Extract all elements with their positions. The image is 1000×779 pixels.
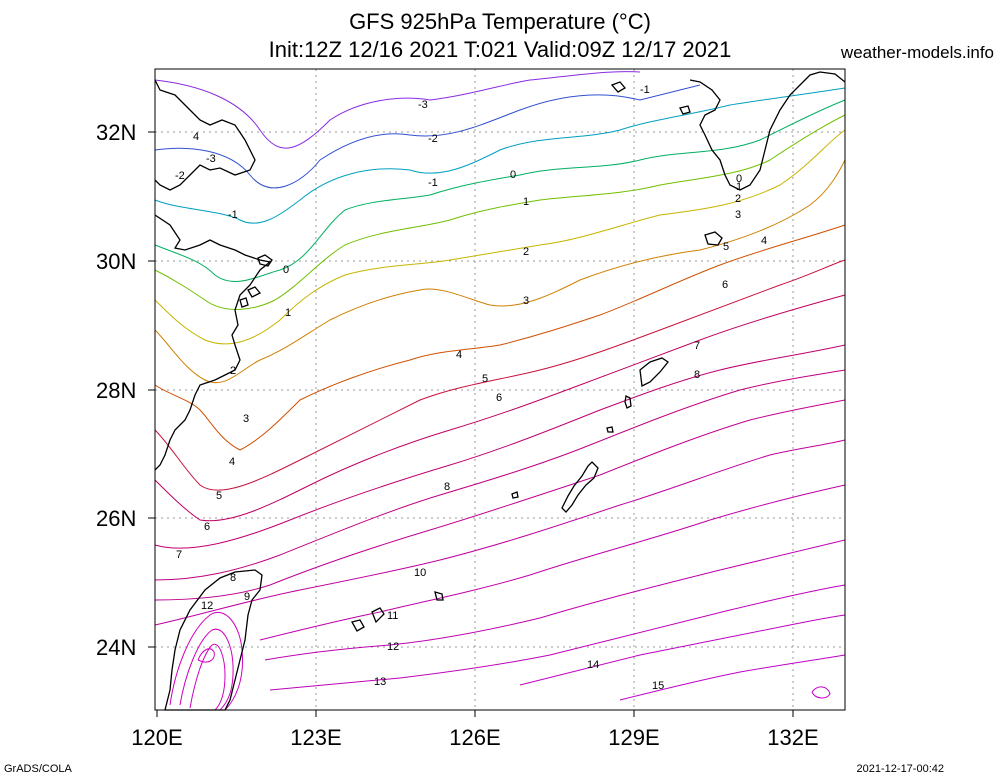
contour-label: -3 [418,99,428,111]
contour-label: 6 [496,392,502,404]
isotherm--3 [154,71,641,149]
okinoerabu [606,426,614,433]
contour-label: 8 [444,481,450,493]
contour-label: 7 [176,549,182,561]
isotherm-12 [264,539,846,661]
jeju-kyushu [689,71,846,191]
contour-label: 15 [652,680,664,692]
contour-label: 4 [193,131,199,143]
isotherm-0 [154,99,846,282]
lat-label: 28N [96,378,136,403]
contour-label: 0 [283,264,289,276]
isotherm-10 [154,439,846,626]
contour-label: 4 [229,456,235,468]
contour-label: 0 [736,173,742,185]
isotherm-8 [154,369,846,581]
contour-label: 4 [456,349,462,361]
coastlines [154,71,846,711]
contour-label: 5 [482,373,488,385]
chart-title: GFS 925hPa Temperature (°C) [349,9,651,34]
isotherm-3 [154,159,846,384]
contour-label: 7 [694,340,700,352]
contour-label: 8 [230,572,236,584]
okinawa [561,461,599,513]
isotherm-4 [154,224,846,451]
map-grid [155,69,845,710]
isotherm-6 [154,294,846,522]
generated-timestamp: 2021-12-17-00:42 [856,763,944,775]
lat-label: 32N [96,120,136,145]
lat-label: 26N [96,506,136,531]
site-credit: weather-models.info [840,43,994,62]
lat-label: 24N [96,635,136,660]
contour-label: 2 [523,246,529,258]
contour-label: 10 [414,567,426,579]
lat-label: 30N [96,249,136,274]
lon-label: 123E [290,725,341,750]
contour-label: 5 [723,241,729,253]
chart-subtitle: Init:12Z 12/16 2021 T:021 Valid:09Z 12/1… [268,37,732,62]
isotherm-7 [154,344,846,549]
contour-label: 3 [523,295,529,307]
small-warm-core [811,686,831,699]
contour-label: 14 [587,659,599,671]
contour-label: 6 [722,279,728,291]
contour-label: 11 [387,610,398,622]
contour-label: 2 [230,365,236,377]
isotherm-1 [154,114,846,310]
isotherm-11 [259,484,846,641]
isotherm-9 [154,399,846,601]
contour-label: 1 [523,196,529,208]
isotherm-2 [154,129,846,345]
isotherm-5 [154,259,846,491]
yaeyama-islands [351,607,385,632]
zhoushan-islands [239,254,273,308]
lon-label: 129E [608,725,659,750]
china-coast [154,79,272,471]
lon-label: 120E [131,725,182,750]
contour-label: 5 [216,490,222,502]
contour-label: -1 [428,177,438,189]
isotherm-13 [269,584,846,691]
contour-label: 9 [244,591,250,603]
isotherm-14 [519,614,846,686]
latitude-labels: 32N 30N 28N 26N 24N [96,120,136,660]
contour-label: 1 [736,181,742,193]
isotherm--1 [154,87,846,224]
taiwan-isotherms [169,612,244,711]
isotherm--2 [154,84,701,189]
contour-label: -2 [428,133,438,145]
contour-label: -1 [640,84,650,96]
isotherm-15 [619,654,846,701]
contour-label: 6 [204,521,210,533]
amami-oshima [639,357,669,387]
isotherm-lines [154,71,846,711]
contour-label: 8 [694,369,700,381]
contour-label: 3 [735,209,741,221]
contour-label: 4 [761,235,767,247]
longitude-labels: 120E 123E 126E 129E 132E [131,725,818,750]
contour-label: -1 [228,209,238,221]
contour-label: -3 [206,153,216,165]
contour-label: -2 [175,170,185,182]
contour-label: 1 [285,307,291,319]
contour-label: 3 [243,413,249,425]
contour-label: 12 [201,600,213,612]
kyushu-south-islands [610,81,691,115]
contour-label: 13 [374,676,386,688]
contour-label: 2 [735,193,741,205]
axis-ticks [148,131,794,717]
lon-label: 132E [767,725,818,750]
lon-label: 126E [449,725,500,750]
software-credit: GrADS/COLA [4,763,72,775]
tokunoshima [624,395,632,409]
tanegashima [704,231,723,246]
contour-label: 0 [510,169,516,181]
kume-island [511,491,519,499]
contour-labels: -3 -2 -1 0 1 2 3 4 5 6 8 10 11 12 13 14 … [175,84,767,692]
contour-label: 12 [387,641,399,653]
miyako-island [434,591,444,601]
